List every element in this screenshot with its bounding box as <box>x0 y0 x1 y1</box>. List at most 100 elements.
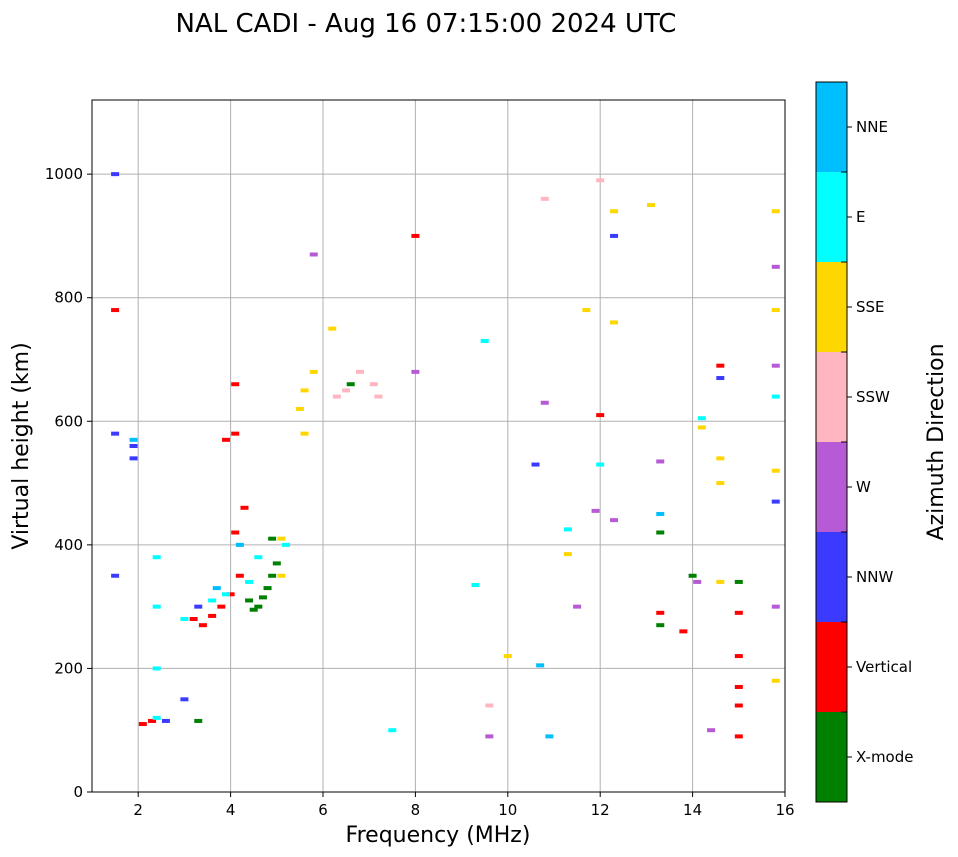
data-point <box>771 363 780 368</box>
data-point <box>263 586 272 591</box>
data-point <box>707 728 716 733</box>
plot-area <box>92 100 785 792</box>
data-point <box>111 172 120 177</box>
colorbar-segment <box>816 352 847 442</box>
data-point <box>771 308 780 313</box>
data-point <box>656 511 665 516</box>
data-point <box>716 363 725 368</box>
data-point <box>734 734 743 739</box>
data-point <box>540 400 549 405</box>
data-point <box>647 203 656 208</box>
data-point <box>258 595 267 600</box>
data-point <box>309 369 318 374</box>
data-point <box>734 654 743 659</box>
data-point <box>596 413 605 418</box>
data-point <box>309 252 318 257</box>
colorbar-segment <box>816 532 847 622</box>
chart-title: NAL CADI - Aug 16 07:15:00 2024 UTC <box>176 9 677 39</box>
data-point <box>374 394 383 399</box>
data-point <box>591 508 600 513</box>
colorbar-tick-label: SSE <box>856 298 885 316</box>
data-point <box>235 542 244 547</box>
data-point <box>300 431 309 436</box>
data-point <box>771 394 780 399</box>
data-point <box>563 527 572 532</box>
data-point <box>771 209 780 214</box>
y-tick-label: 0 <box>73 783 83 801</box>
data-point <box>254 555 263 560</box>
data-point <box>610 320 619 325</box>
colorbar-tick-label: W <box>856 478 871 496</box>
x-axis-label: Frequency (MHz) <box>346 823 531 848</box>
data-point <box>245 598 254 603</box>
data-point <box>231 530 240 535</box>
colorbar-segment <box>816 622 847 712</box>
plot-frame <box>91 99 786 793</box>
x-tick-label: 8 <box>411 801 421 819</box>
data-point <box>111 308 120 313</box>
data-point <box>771 604 780 609</box>
data-point <box>656 459 665 464</box>
data-point <box>545 734 554 739</box>
data-point <box>610 233 619 238</box>
data-point <box>411 369 420 374</box>
grid-lines <box>92 100 786 793</box>
data-point <box>485 734 494 739</box>
colorbar-tick-label: E <box>856 208 865 226</box>
data-point <box>332 394 341 399</box>
data-point <box>328 326 337 331</box>
data-point <box>152 604 161 609</box>
data-point <box>180 697 189 702</box>
data-point <box>531 462 540 467</box>
data-point <box>346 382 355 387</box>
y-axis-label: Virtual height (km) <box>9 342 34 549</box>
data-point <box>610 209 619 214</box>
data-point <box>152 666 161 671</box>
data-point <box>388 728 397 733</box>
data-point <box>300 388 309 393</box>
colorbar-segment <box>816 442 847 532</box>
data-point <box>771 499 780 504</box>
data-point <box>198 623 207 628</box>
data-point <box>582 308 591 313</box>
data-point <box>771 468 780 473</box>
data-point <box>268 573 277 578</box>
data-point <box>342 388 351 393</box>
data-point <box>656 530 665 535</box>
data-point <box>226 592 235 597</box>
data-point <box>245 579 254 584</box>
data-point <box>596 462 605 467</box>
y-tick-label: 200 <box>54 659 83 677</box>
data-point <box>697 416 706 421</box>
data-point <box>221 592 230 597</box>
data-point <box>221 437 230 442</box>
data-point <box>148 718 157 723</box>
colorbar-segment <box>816 82 847 172</box>
data-point <box>240 505 249 510</box>
x-tick-label: 2 <box>133 801 143 819</box>
colorbar-tick-label: NNE <box>856 118 888 136</box>
x-tick-label: 6 <box>318 801 328 819</box>
data-point <box>254 604 263 609</box>
colorbar-segment <box>816 262 847 352</box>
data-point <box>503 654 512 659</box>
data-point <box>268 536 277 541</box>
data-point <box>194 718 203 723</box>
data-point <box>411 233 420 238</box>
data-point <box>716 481 725 486</box>
data-point <box>272 561 281 566</box>
data-point <box>277 536 286 541</box>
x-tick-label: 10 <box>498 801 517 819</box>
data-point <box>111 431 120 436</box>
data-point <box>734 684 743 689</box>
data-point <box>189 617 198 621</box>
data-point <box>480 338 489 343</box>
colorbar-tick-label: X-mode <box>856 748 913 766</box>
x-tick-label: 14 <box>683 801 702 819</box>
data-point <box>734 610 743 615</box>
data-point <box>295 406 304 411</box>
x-axis-ticks: 2 4 6 8 10 12 14 16 <box>133 792 795 819</box>
colorbar-tick-label: NNW <box>856 568 893 586</box>
data-points <box>111 172 780 739</box>
